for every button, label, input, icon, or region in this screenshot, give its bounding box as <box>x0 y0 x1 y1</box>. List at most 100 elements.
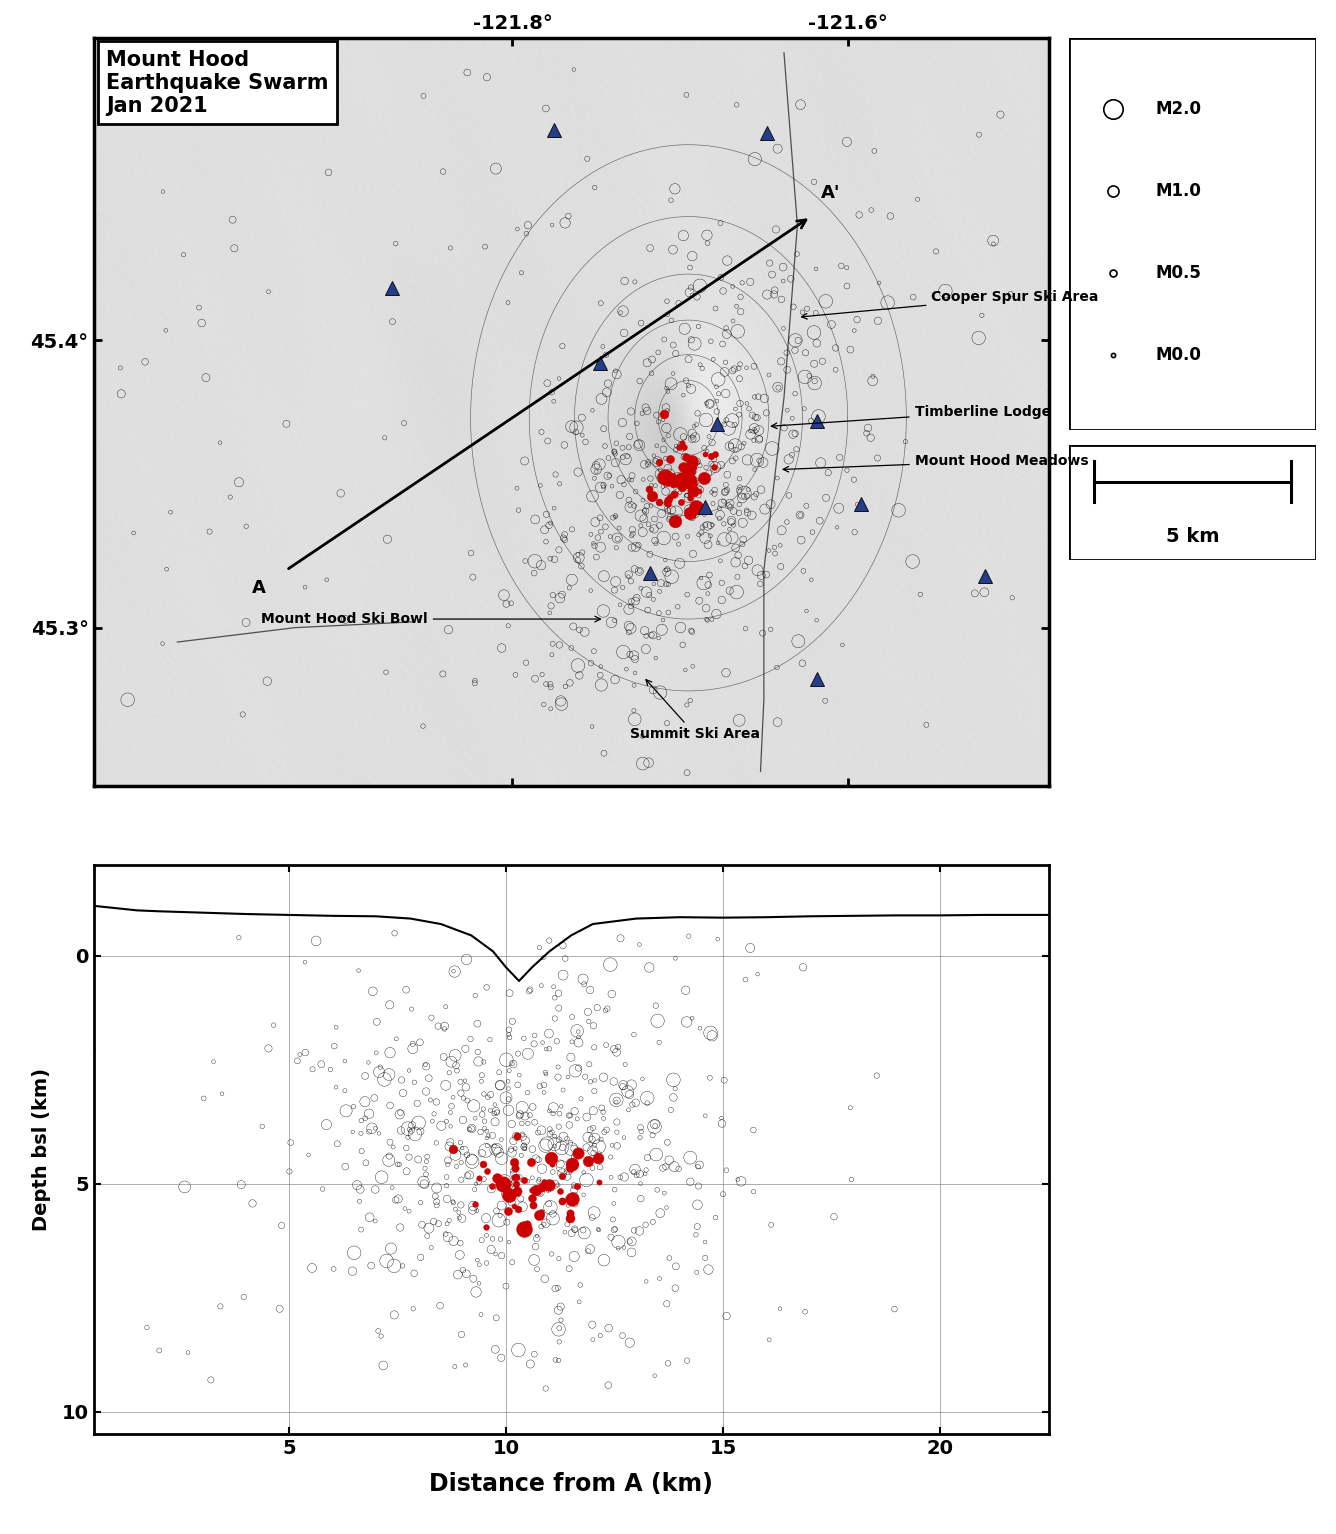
Point <box>498 1022 520 1046</box>
Point <box>657 499 679 523</box>
Point <box>395 977 417 1002</box>
Point <box>472 1141 493 1166</box>
Point <box>672 632 693 657</box>
Point <box>573 1160 595 1184</box>
Point <box>847 492 868 517</box>
Point <box>302 1256 323 1281</box>
Point <box>720 434 741 459</box>
Point <box>713 528 735 552</box>
Point <box>629 1172 651 1197</box>
Point <box>712 279 733 304</box>
Point <box>540 672 561 696</box>
Point <box>711 265 732 290</box>
Point <box>716 322 737 347</box>
Point <box>695 1230 716 1255</box>
Point <box>554 946 576 971</box>
Point <box>926 239 947 264</box>
Point <box>218 109 239 133</box>
Point <box>438 1134 460 1158</box>
Point <box>640 466 661 491</box>
Point <box>632 400 653 425</box>
Point <box>669 615 691 640</box>
Point <box>162 77 183 101</box>
Point <box>709 503 731 528</box>
Point <box>389 1101 410 1126</box>
Point <box>621 1229 643 1253</box>
Point <box>457 1163 478 1187</box>
Point <box>680 483 701 508</box>
Point <box>490 1345 512 1370</box>
Point <box>688 1174 709 1198</box>
Point <box>733 480 755 505</box>
Point <box>672 468 693 492</box>
Point <box>796 296 818 321</box>
Point <box>703 446 724 471</box>
Point <box>679 468 700 492</box>
Point <box>424 1101 445 1126</box>
Point <box>663 471 684 495</box>
Point <box>624 661 645 686</box>
Point <box>737 477 759 502</box>
Point <box>581 483 603 508</box>
Point <box>472 1063 493 1088</box>
Point <box>450 1131 472 1155</box>
Point <box>534 517 556 542</box>
Point <box>516 221 537 245</box>
Point <box>541 1120 562 1144</box>
Point <box>632 468 653 492</box>
Point <box>477 1085 498 1109</box>
Point <box>700 451 721 476</box>
Text: M1.0: M1.0 <box>1156 183 1201 199</box>
Point <box>643 623 664 647</box>
Point <box>588 1146 609 1170</box>
Point <box>656 288 677 313</box>
Point <box>589 1324 611 1348</box>
Point <box>232 703 254 727</box>
Point <box>728 709 749 733</box>
Point <box>582 1098 604 1123</box>
Point <box>584 1126 605 1150</box>
Point <box>624 270 645 295</box>
Point <box>800 568 822 592</box>
Point <box>257 669 278 693</box>
Point <box>398 1117 420 1141</box>
Point <box>756 400 778 425</box>
Point <box>729 299 751 324</box>
Point <box>589 535 611 560</box>
Point <box>287 1049 309 1074</box>
Point <box>649 512 671 537</box>
Point <box>401 997 422 1022</box>
Point <box>661 472 683 497</box>
Point <box>663 1068 684 1092</box>
Point <box>643 588 664 612</box>
Point <box>725 580 747 604</box>
Point <box>366 1009 387 1034</box>
Point <box>803 170 824 195</box>
Point <box>448 1262 469 1287</box>
Point <box>532 1031 553 1055</box>
Point <box>595 514 616 538</box>
Point <box>613 472 635 497</box>
Point <box>485 1338 506 1362</box>
Point <box>375 660 397 684</box>
Point <box>582 1115 604 1140</box>
Point <box>636 1158 657 1183</box>
Point <box>456 1353 477 1378</box>
Point <box>83 1037 104 1062</box>
Point <box>705 374 727 399</box>
Point <box>812 350 834 374</box>
Point <box>683 460 704 485</box>
Point <box>862 368 883 393</box>
Point <box>629 1161 651 1186</box>
Point <box>480 1028 501 1052</box>
Point <box>533 1169 554 1193</box>
Point <box>747 448 768 472</box>
Point <box>377 528 398 552</box>
Point <box>413 83 434 107</box>
Point <box>505 1172 526 1197</box>
Point <box>607 1134 628 1158</box>
Point <box>648 1029 669 1054</box>
Point <box>391 1253 413 1278</box>
Point <box>681 448 703 472</box>
Point <box>685 502 707 526</box>
